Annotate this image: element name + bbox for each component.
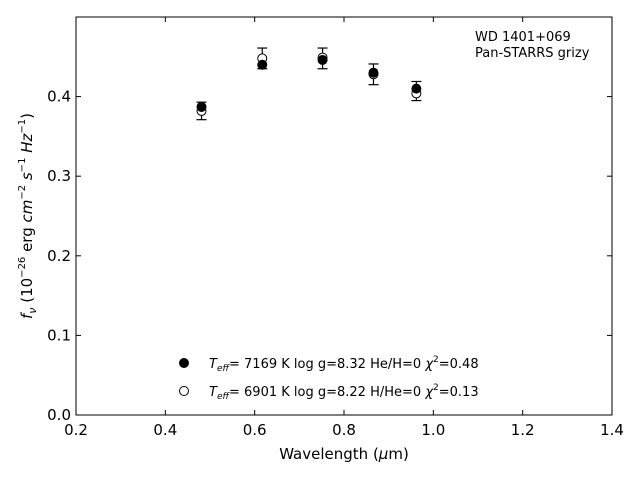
legend-entry-open: Teff= 6901 K log g=8.22 H/He=0 χ2=0.13	[209, 383, 479, 402]
y-tick-label: 0.3	[47, 167, 71, 185]
legend-marker-open	[179, 386, 189, 396]
y-tick-label: 0.2	[47, 247, 71, 265]
y-tick-label: 0.4	[47, 88, 71, 106]
y-axis-label: fν (10−26 erg cm−2 s−1 Hz−1)	[17, 113, 39, 319]
x-tick-label: 1.0	[421, 421, 445, 439]
x-tick-label: 1.4	[600, 421, 624, 439]
legend-entry-filled: Teff= 7169 K log g=8.32 He/H=0 χ2=0.48	[209, 355, 479, 374]
x-tick-label: 0.2	[64, 421, 88, 439]
plot-frame	[75, 16, 613, 416]
legend-marker-filled	[179, 358, 189, 368]
x-tick-label: 1.2	[511, 421, 535, 439]
y-tick-label: 0.0	[47, 406, 71, 424]
model-point-filled	[411, 83, 422, 94]
x-axis-label: Wavelength (μm)	[279, 445, 409, 463]
model-point-filled	[196, 101, 207, 112]
x-tick-label: 0.6	[243, 421, 267, 439]
x-tick-label: 0.4	[153, 421, 177, 439]
plot-area	[196, 47, 422, 121]
axis-ticks: 0.2 0.4 0.6 0.8 1.0 1.2 1.4 0.0 0.1 0.2 0.3 0.4	[47, 17, 624, 439]
y-tick-label: 0.1	[47, 326, 71, 344]
legend: Teff= 7169 K log g=8.32 He/H=0 χ2=0.48 T…	[179, 355, 479, 402]
annotation-object: WD 1401+069	[475, 30, 571, 45]
model-point-filled	[257, 59, 268, 70]
annotation-survey: Pan-STARRS grizy	[475, 46, 590, 61]
x-tick-label: 0.8	[332, 421, 356, 439]
model-point-filled	[368, 67, 379, 78]
model-point-filled	[317, 54, 328, 65]
